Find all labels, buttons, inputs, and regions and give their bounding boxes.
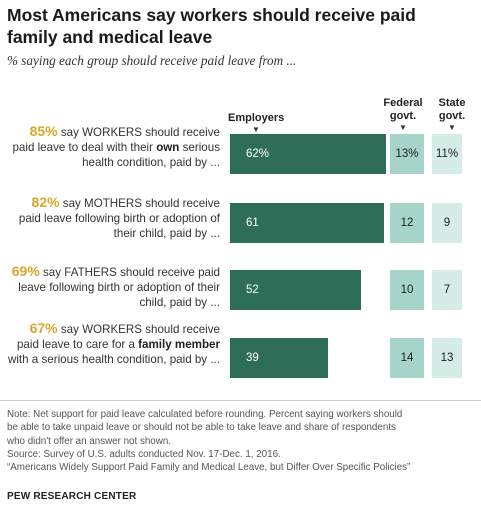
row-text: say FATHERS should receive paid leave fo…	[18, 266, 220, 309]
source-line: Source: Survey of U.S. adults conducted …	[7, 448, 281, 460]
bar-employers-2	[230, 203, 384, 243]
down-arrow-icon: ▼	[252, 125, 260, 134]
bar-employers-3	[230, 270, 362, 310]
row-label-4: 67% say WORKERS should receive paid leav…	[7, 321, 220, 367]
row-label-1: 85% say WORKERS should receive paid leav…	[7, 124, 220, 170]
row-percent: 67%	[29, 320, 58, 336]
row-label-2: 82% say MOTHERS should receive paid leav…	[7, 195, 220, 241]
source-name: PEW RESEARCH CENTER	[7, 491, 137, 502]
note-line: who didn't offer an answer not shown.	[7, 435, 171, 447]
bar-federal-govt-2	[390, 203, 424, 243]
chart-title: Most Americans say workers should receiv…	[7, 5, 416, 47]
note-block: Note: Net support for paid leave calcula…	[7, 408, 477, 474]
chart-subtitle: % saying each group should receive paid …	[7, 53, 297, 68]
bar-state-govt-4	[432, 338, 462, 378]
bar-federal-govt-4	[390, 338, 424, 378]
down-arrow-icon: ▼	[448, 123, 456, 132]
note-line: Note: Net support for paid leave calcula…	[7, 409, 403, 420]
bar-state-govt-2	[432, 203, 462, 243]
note-line: be able to take unpaid leave or should n…	[7, 422, 396, 434]
row-percent: 85%	[29, 123, 58, 139]
row-text: say MOTHERS should receive paid leave fo…	[18, 197, 220, 240]
divider	[0, 400, 481, 401]
column-header-state: State govt. ▼	[432, 97, 472, 132]
column-header-employers-label: Employers	[228, 112, 285, 124]
down-arrow-icon: ▼	[399, 123, 407, 132]
row-emphasis: own	[156, 141, 180, 154]
row-text-after: with a serious health condition, paid by…	[7, 353, 220, 366]
row-text: say WORKERS should receive paid leave to…	[12, 126, 220, 154]
column-header-federal-label: Federal govt.	[383, 97, 423, 122]
column-header-employers: Employers ▼	[228, 112, 298, 134]
bar-employers-1	[230, 134, 387, 174]
bar-federal-govt-3	[390, 270, 424, 310]
row-text-after: serious health condition, paid by ...	[82, 141, 220, 169]
report-title-line: “Americans Widely Support Paid Family an…	[7, 462, 411, 474]
row-text: say WORKERS should receive paid leave to…	[16, 323, 220, 351]
column-header-state-label: State govt.	[438, 97, 466, 122]
row-percent: 82%	[31, 194, 60, 210]
bar-employers-4	[230, 338, 329, 378]
row-emphasis: family member	[138, 338, 220, 351]
bar-state-govt-1	[432, 134, 462, 174]
bar-state-govt-3	[432, 270, 462, 310]
row-label-3: 69% say FATHERS should receive paid leav…	[7, 264, 220, 310]
row-percent: 69%	[11, 263, 40, 279]
bar-federal-govt-1	[390, 134, 424, 174]
column-header-federal: Federal govt. ▼	[380, 97, 426, 132]
